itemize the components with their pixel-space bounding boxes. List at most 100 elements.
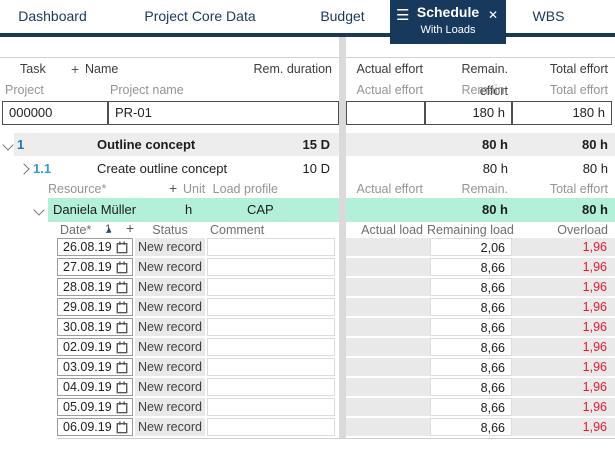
add-record-icon[interactable]: + — [126, 220, 135, 236]
calendar-icon[interactable] — [116, 341, 128, 354]
comment-input[interactable] — [207, 418, 335, 436]
date-input[interactable]: 30.08.19 — [57, 318, 133, 336]
tab-wbs[interactable]: WBS — [506, 0, 591, 33]
task-row-1-1[interactable]: 1.1 Create outline concept 10 D 80 h 80 … — [0, 157, 615, 180]
date-input[interactable]: 05.09.19 — [57, 398, 133, 416]
resource-load-profile: CAP — [247, 202, 274, 217]
comment-input[interactable] — [207, 298, 335, 316]
date-value: 30.08.19 — [63, 320, 112, 334]
calendar-icon[interactable] — [116, 381, 128, 394]
date-value: 04.09.19 — [63, 380, 112, 394]
project-total-effort-input[interactable]: 180 h — [512, 101, 612, 125]
tabbar-underline — [0, 33, 615, 37]
tab-budget[interactable]: Budget — [295, 0, 390, 33]
date-input[interactable]: 26.08.19 — [57, 238, 133, 256]
calendar-icon[interactable] — [116, 421, 128, 434]
comment-input[interactable] — [207, 238, 335, 256]
project-actual-effort-input[interactable] — [346, 101, 425, 125]
tab-dashboard[interactable]: Dashboard — [0, 0, 105, 33]
date-input[interactable]: 03.09.19 — [57, 358, 133, 376]
load-row: 28.08.19 New record 8,66 1,96 — [0, 278, 615, 298]
subtask-rem-duration: 10 D — [302, 161, 330, 176]
add-column-icon[interactable]: + — [71, 61, 80, 77]
calendar-icon[interactable] — [116, 361, 128, 374]
date-input[interactable]: 06.09.19 — [57, 418, 133, 436]
remaining-load-input[interactable]: 8,66 — [430, 258, 512, 276]
col-header-project-total-effort: Total effort — [549, 83, 608, 97]
load-row: 04.09.19 New record 8,66 1,96 — [0, 378, 615, 398]
chevron-down-icon[interactable] — [33, 204, 45, 216]
col-header-load-profile: Load profile — [212, 182, 278, 196]
task-remain-effort: 80 h — [481, 137, 508, 152]
close-icon[interactable]: ✕ — [487, 8, 498, 22]
comment-input[interactable] — [207, 378, 335, 396]
add-unit-column-icon[interactable]: + — [169, 180, 178, 196]
col-header-remain-effort: Remain. effort — [461, 62, 508, 98]
chevron-down-icon[interactable] — [2, 139, 14, 151]
sort-priority: 1 — [105, 224, 112, 236]
date-input[interactable]: 29.08.19 — [57, 298, 133, 316]
tab-schedule[interactable]: ☰ ✕ Schedule With Loads — [390, 0, 506, 44]
actual-load-cell — [346, 358, 430, 376]
resource-header-row: Resource* + Unit Load profile Actual eff… — [0, 180, 615, 214]
actual-load-cell — [346, 418, 430, 436]
comment-input[interactable] — [207, 318, 335, 336]
comment-input[interactable] — [207, 258, 335, 276]
resource-row[interactable]: Daniela Müller h CAP 80 h 80 h — [0, 198, 615, 222]
actual-load-cell — [346, 378, 430, 396]
remaining-load-input[interactable]: 8,66 — [430, 418, 512, 436]
task-name: Outline concept — [97, 137, 196, 152]
load-row: 03.09.19 New record 8,66 1,96 — [0, 358, 615, 378]
comment-input[interactable] — [207, 338, 335, 356]
status-cell: New record — [135, 398, 205, 416]
pane-splitter[interactable] — [339, 37, 346, 438]
date-input[interactable]: 04.09.19 — [57, 378, 133, 396]
col-header-status: Status — [152, 223, 188, 237]
calendar-icon[interactable] — [116, 301, 128, 314]
col-header-project-name: Project name — [110, 83, 184, 97]
task-row-1[interactable]: 1 Outline concept 15 D 80 h 80 h — [0, 133, 615, 156]
calendar-icon[interactable] — [116, 241, 128, 254]
calendar-icon[interactable] — [116, 401, 128, 414]
subtask-number: 1.1 — [33, 161, 52, 176]
remaining-load-input[interactable]: 8,66 — [430, 358, 512, 376]
tab-project-core-data[interactable]: Project Core Data — [105, 0, 295, 33]
load-row: 05.09.19 New record 8,66 1,96 — [0, 398, 615, 418]
comment-input[interactable] — [207, 398, 335, 416]
remaining-load-input[interactable]: 8,66 — [430, 378, 512, 396]
actual-load-cell — [346, 278, 430, 296]
sort-ascending-icon: ▲ — [105, 225, 113, 234]
date-value: 28.08.19 — [63, 280, 112, 294]
remaining-load-input[interactable]: 8,66 — [430, 298, 512, 316]
overload-cell: 1,96 — [512, 298, 615, 316]
project-remain-effort-input[interactable]: 180 h — [425, 101, 512, 125]
project-id-input[interactable]: 000000 — [2, 101, 108, 125]
calendar-icon[interactable] — [116, 321, 128, 334]
overload-cell: 1,96 — [512, 338, 615, 356]
date-input[interactable]: 02.09.19 — [57, 338, 133, 356]
date-value: 29.08.19 — [63, 300, 112, 314]
overload-cell: 1,96 — [512, 358, 615, 376]
tab-schedule-label: Schedule — [416, 4, 480, 20]
chevron-right-icon[interactable] — [18, 163, 30, 175]
comment-input[interactable] — [207, 278, 335, 296]
tab-schedule-sublabel: With Loads — [420, 24, 476, 36]
menu-icon[interactable]: ☰ — [396, 7, 410, 24]
date-input[interactable]: 28.08.19 — [57, 278, 133, 296]
remaining-load-input[interactable]: 8,66 — [430, 318, 512, 336]
date-input[interactable]: 27.08.19 — [57, 258, 133, 276]
calendar-icon[interactable] — [116, 261, 128, 274]
remaining-load-input[interactable]: 8,66 — [430, 338, 512, 356]
project-name-input[interactable]: PR-01 — [108, 101, 339, 125]
calendar-icon[interactable] — [116, 281, 128, 294]
col-header-overload: Overload — [557, 223, 608, 237]
remaining-load-input[interactable]: 8,66 — [430, 278, 512, 296]
task-number: 1 — [17, 137, 25, 152]
status-cell: New record — [135, 418, 205, 436]
load-table-header: Date* 1 ▲ + Status Comment Actual load Re… — [0, 220, 615, 238]
remaining-load-input[interactable]: 8,66 — [430, 398, 512, 416]
comment-input[interactable] — [207, 358, 335, 376]
status-cell: New record — [135, 338, 205, 356]
remaining-load-input[interactable]: 2,06 — [430, 238, 512, 256]
col-header-resource-actual-effort: Actual effort — [356, 182, 423, 196]
